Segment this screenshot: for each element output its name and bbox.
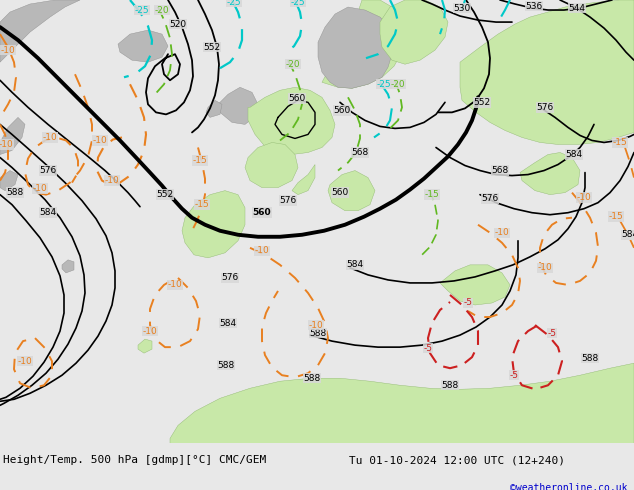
Text: 552: 552 [204, 43, 221, 51]
Text: -15: -15 [425, 190, 439, 199]
Text: -10: -10 [42, 133, 57, 142]
Polygon shape [322, 0, 405, 88]
Text: -25: -25 [377, 80, 391, 89]
Polygon shape [182, 191, 245, 258]
Text: Tu 01-10-2024 12:00 UTC (12+240): Tu 01-10-2024 12:00 UTC (12+240) [349, 455, 565, 465]
Polygon shape [206, 100, 222, 118]
Text: 588: 588 [581, 354, 598, 363]
Text: 588: 588 [6, 188, 23, 197]
Polygon shape [440, 265, 510, 305]
Text: -10: -10 [105, 176, 119, 185]
Text: 588: 588 [304, 374, 321, 383]
Polygon shape [0, 118, 25, 154]
Polygon shape [170, 363, 634, 443]
Text: 584: 584 [621, 230, 634, 239]
Text: -15: -15 [193, 156, 207, 165]
Polygon shape [328, 171, 375, 211]
Polygon shape [0, 171, 18, 191]
Polygon shape [218, 87, 258, 124]
Text: -20: -20 [155, 5, 169, 15]
Text: -25: -25 [227, 0, 242, 6]
Text: -5: -5 [463, 298, 472, 308]
Text: -10: -10 [309, 320, 323, 330]
Polygon shape [118, 30, 168, 62]
Text: -10: -10 [577, 193, 592, 202]
Text: -10: -10 [32, 184, 48, 193]
Text: -10: -10 [18, 357, 32, 366]
Text: 576: 576 [481, 194, 498, 203]
Text: -10: -10 [495, 228, 509, 237]
Polygon shape [460, 0, 634, 145]
Text: -15: -15 [195, 200, 209, 209]
Text: Height/Temp. 500 hPa [gdmp][°C] CMC/GEM: Height/Temp. 500 hPa [gdmp][°C] CMC/GEM [3, 455, 266, 465]
Text: 588: 588 [309, 329, 327, 338]
Text: 588: 588 [217, 361, 235, 369]
Text: -5: -5 [548, 329, 557, 338]
Text: 560: 560 [333, 106, 351, 115]
Polygon shape [292, 165, 315, 195]
Text: 552: 552 [474, 98, 491, 107]
Polygon shape [62, 260, 74, 273]
Text: 560: 560 [288, 94, 306, 103]
Text: 584: 584 [219, 318, 236, 327]
Text: -10: -10 [0, 140, 13, 149]
Text: 520: 520 [169, 20, 186, 28]
Text: -10: -10 [167, 280, 183, 290]
Text: ©weatheronline.co.uk: ©weatheronline.co.uk [510, 483, 628, 490]
Text: -15: -15 [612, 138, 628, 147]
Text: -10: -10 [255, 246, 269, 255]
Text: 584: 584 [566, 150, 583, 159]
Text: -5: -5 [510, 371, 519, 380]
Text: -10: -10 [143, 326, 157, 336]
Text: -5: -5 [424, 343, 432, 353]
Text: -20: -20 [286, 60, 301, 69]
Text: 576: 576 [39, 166, 56, 175]
Text: 560: 560 [332, 188, 349, 197]
Text: -15: -15 [609, 212, 623, 221]
Polygon shape [248, 87, 335, 154]
Polygon shape [0, 0, 80, 62]
Text: -25: -25 [290, 0, 306, 6]
Text: 584: 584 [346, 260, 363, 270]
Text: -10: -10 [538, 264, 552, 272]
Text: -10: -10 [93, 136, 107, 145]
Text: 530: 530 [453, 3, 470, 13]
Polygon shape [380, 0, 448, 64]
Text: -25: -25 [134, 5, 150, 15]
Polygon shape [520, 152, 580, 195]
Text: 588: 588 [441, 381, 458, 390]
Text: -20: -20 [391, 80, 405, 89]
Polygon shape [245, 143, 298, 188]
Text: 576: 576 [221, 273, 238, 282]
Text: 544: 544 [569, 3, 586, 13]
Text: 536: 536 [526, 1, 543, 10]
Text: 552: 552 [157, 190, 174, 199]
Polygon shape [318, 7, 395, 88]
Text: -10: -10 [1, 46, 15, 55]
Text: 560: 560 [253, 208, 271, 217]
Text: 568: 568 [351, 148, 368, 157]
Text: 576: 576 [280, 196, 297, 205]
Text: 568: 568 [491, 166, 508, 175]
Text: 576: 576 [536, 103, 553, 112]
Polygon shape [138, 339, 152, 353]
Text: 584: 584 [39, 208, 56, 217]
